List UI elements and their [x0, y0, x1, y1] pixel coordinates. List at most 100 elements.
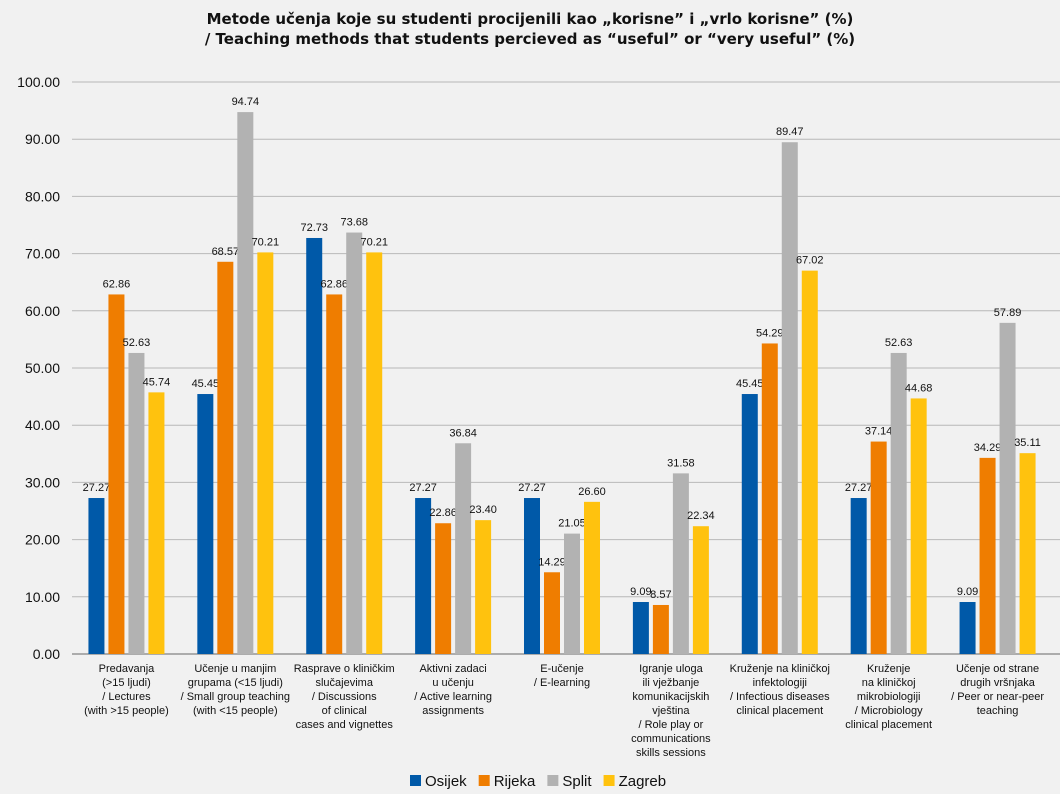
- bar-rijeka: [108, 294, 125, 654]
- bar-zagreb: [692, 526, 709, 654]
- legend-swatch-rijeka: [478, 775, 490, 786]
- category-label: drugih vršnjaka: [960, 677, 1035, 689]
- bar-osijek: [88, 498, 105, 654]
- category-label: na kliničkoj: [862, 677, 916, 689]
- category-label: Predavanja: [99, 663, 156, 675]
- category-label: E-učenje: [540, 663, 583, 675]
- bar-rijeka: [761, 343, 778, 654]
- category-label: skills sessions: [636, 747, 706, 759]
- category-label: Učenje u manjim: [194, 663, 276, 675]
- data-label: 45.45: [736, 378, 764, 390]
- bar-rijeka: [544, 572, 560, 654]
- bar-rijeka: [652, 604, 669, 654]
- bar-split: [346, 232, 363, 654]
- data-label: 21.05: [558, 518, 586, 530]
- y-tick-label: 20.00: [25, 532, 60, 548]
- category-label: Učenje od strane: [956, 663, 1039, 675]
- data-label: 54.29: [756, 327, 784, 339]
- category-label: clinical placement: [845, 719, 932, 731]
- bar-zagreb: [1019, 453, 1036, 654]
- data-label: 72.73: [300, 222, 328, 234]
- y-tick-label: 50.00: [25, 360, 60, 376]
- category-label: / Lectures: [102, 691, 151, 703]
- data-label: 52.63: [885, 337, 913, 349]
- bar-osijek: [306, 237, 323, 654]
- bar-osijek: [850, 498, 867, 654]
- data-label: 67.02: [796, 255, 824, 267]
- bar-zagreb: [475, 520, 492, 654]
- category-label: komunikacijskih: [632, 691, 709, 703]
- data-label: 70.21: [252, 236, 280, 248]
- category-label: mikrobiologiji: [857, 691, 921, 703]
- data-label: 52.63: [123, 337, 151, 349]
- data-label: 27.27: [845, 482, 873, 494]
- bar-rijeka: [326, 294, 343, 654]
- category-label: clinical placement: [736, 705, 823, 717]
- y-tick-label: 100.00: [17, 74, 60, 90]
- y-tick-label: 40.00: [25, 417, 60, 433]
- y-tick-label: 10.00: [25, 589, 60, 605]
- data-label: 94.74: [232, 96, 260, 108]
- data-label: 73.68: [340, 217, 368, 229]
- data-label: 57.89: [994, 307, 1022, 319]
- bar-rijeka: [979, 457, 996, 654]
- bar-split: [237, 112, 254, 654]
- bar-osijek: [632, 602, 649, 654]
- category-label: Kruženje: [867, 663, 910, 675]
- bar-zagreb: [257, 252, 274, 654]
- bar-rijeka: [870, 441, 887, 654]
- category-label: of clinical: [322, 705, 367, 717]
- bar-zagreb: [148, 392, 165, 654]
- y-tick-label: 60.00: [25, 303, 60, 319]
- y-tick-label: 70.00: [25, 246, 60, 262]
- data-label: 22.34: [687, 510, 715, 522]
- data-label: 27.27: [518, 482, 546, 494]
- bar-split: [999, 322, 1016, 654]
- category-label: Kruženje na kliničkoj: [730, 663, 830, 675]
- bar-rijeka: [435, 523, 452, 654]
- category-label: Aktivni zadaci: [419, 663, 486, 675]
- category-label: communications: [631, 733, 711, 745]
- category-label: / Microbiology: [855, 705, 923, 717]
- category-label: / E-learning: [534, 677, 590, 689]
- category-label: / Active learning: [414, 691, 492, 703]
- data-label: 44.68: [905, 382, 933, 394]
- data-label: 27.27: [83, 482, 111, 494]
- data-label: 31.58: [667, 457, 695, 469]
- data-label: 62.86: [103, 278, 131, 290]
- legend-swatch-split: [547, 775, 559, 786]
- data-label: 22.86: [429, 507, 457, 519]
- data-label: 45.45: [192, 378, 220, 390]
- category-label: / Infectious diseases: [730, 691, 830, 703]
- data-label: 27.27: [409, 482, 437, 494]
- data-label: 34.29: [974, 442, 1002, 454]
- bar-osijek: [959, 602, 976, 654]
- category-label: Igranje uloga: [639, 663, 703, 675]
- data-label: 36.84: [449, 427, 477, 439]
- category-label: Rasprave o kliničkim: [294, 663, 395, 675]
- data-label: 8.57: [650, 589, 671, 601]
- bar-rijeka: [217, 261, 234, 654]
- category-label: / Small group teaching: [181, 691, 290, 703]
- bar-split: [128, 352, 145, 654]
- legend-swatch-osijek: [410, 775, 421, 786]
- legend-label-osijek: Osijek: [425, 773, 467, 790]
- bar-osijek: [524, 498, 540, 654]
- y-tick-label: 90.00: [25, 131, 60, 147]
- category-label: (>15 ljudi): [102, 677, 151, 689]
- legend-label-zagreb: Zagreb: [619, 773, 667, 790]
- bar-split: [672, 473, 689, 654]
- category-label: vještina: [652, 705, 690, 717]
- data-label: 35.11: [1014, 437, 1041, 449]
- y-tick-label: 80.00: [25, 188, 60, 204]
- data-label: 14.29: [538, 556, 566, 568]
- data-label: 62.86: [320, 278, 348, 290]
- data-label: 26.60: [578, 486, 606, 498]
- bar-osijek: [197, 394, 214, 654]
- category-label: slučajevima: [315, 677, 373, 689]
- data-label: 89.47: [776, 126, 804, 138]
- data-label: 9.09: [630, 586, 651, 598]
- data-label: 23.40: [469, 504, 497, 516]
- category-label: / Discussions: [312, 691, 377, 703]
